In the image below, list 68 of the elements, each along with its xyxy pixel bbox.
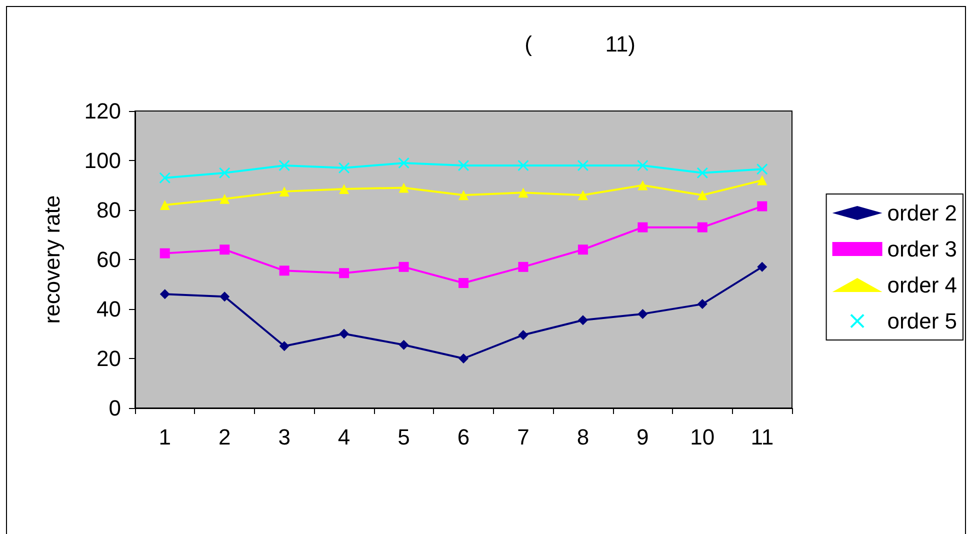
- x-tick-label: 2: [218, 424, 231, 450]
- point: [578, 244, 588, 255]
- point: [220, 244, 230, 255]
- point: [398, 157, 410, 168]
- x-tick-label: 9: [636, 424, 649, 450]
- y-tick-label: 60: [96, 247, 121, 272]
- point: [458, 190, 468, 200]
- point: [638, 180, 648, 190]
- legend-label: order 2: [887, 200, 958, 226]
- point: [160, 248, 170, 258]
- x-tick-label: 8: [576, 424, 590, 450]
- point: [398, 340, 409, 350]
- point: [398, 182, 409, 193]
- point: [339, 328, 350, 339]
- point: [458, 278, 468, 288]
- x-tick-label: 4: [338, 424, 350, 450]
- point: [338, 162, 350, 174]
- x-tick-label: 7: [517, 424, 530, 450]
- point: [339, 268, 350, 278]
- y-tick-label: 40: [96, 296, 121, 322]
- point: [518, 262, 528, 272]
- point: [458, 354, 468, 364]
- point: [696, 167, 708, 178]
- point: [278, 160, 290, 171]
- point: [219, 167, 230, 178]
- point: [220, 292, 230, 302]
- point: [398, 262, 409, 272]
- x-tick-label: 11: [750, 424, 774, 450]
- point: [518, 330, 528, 340]
- point: [578, 315, 588, 326]
- chart-title: ( 11): [524, 32, 636, 56]
- y-tick-label: 0: [108, 396, 121, 420]
- point: [577, 160, 588, 171]
- point: [697, 222, 708, 232]
- point: [458, 160, 469, 171]
- x-tick-label: 10: [690, 424, 715, 450]
- point: [279, 266, 290, 276]
- point: [756, 164, 768, 175]
- y-tick-label: 80: [96, 198, 121, 222]
- point: [160, 289, 170, 300]
- point: [518, 188, 528, 198]
- point: [637, 160, 648, 171]
- x-tick-label: 6: [457, 424, 470, 450]
- point: [757, 262, 768, 272]
- point: [578, 190, 588, 200]
- legend-label: order 3: [887, 236, 958, 262]
- point: [279, 341, 290, 352]
- point: [518, 160, 529, 171]
- y-axis-title: recovery rate: [40, 195, 64, 324]
- legend-label: order 4: [887, 272, 958, 298]
- y-tick-label: 120: [84, 98, 121, 124]
- y-tick-label: 100: [84, 148, 121, 173]
- x-tick-label: 5: [398, 424, 410, 450]
- point: [160, 200, 170, 210]
- point: [638, 308, 648, 319]
- point: [638, 222, 648, 232]
- point: [697, 299, 708, 310]
- point: [757, 175, 768, 186]
- point: [757, 201, 768, 212]
- x-tick-label: 1: [158, 424, 171, 450]
- point: [220, 194, 230, 204]
- point: [339, 184, 350, 194]
- point: [159, 172, 170, 184]
- y-tick-label: 20: [96, 346, 121, 371]
- legend-label: order 5: [887, 308, 958, 334]
- x-tick-label: 3: [278, 424, 290, 450]
- point: [279, 186, 290, 196]
- point: [697, 190, 708, 200]
